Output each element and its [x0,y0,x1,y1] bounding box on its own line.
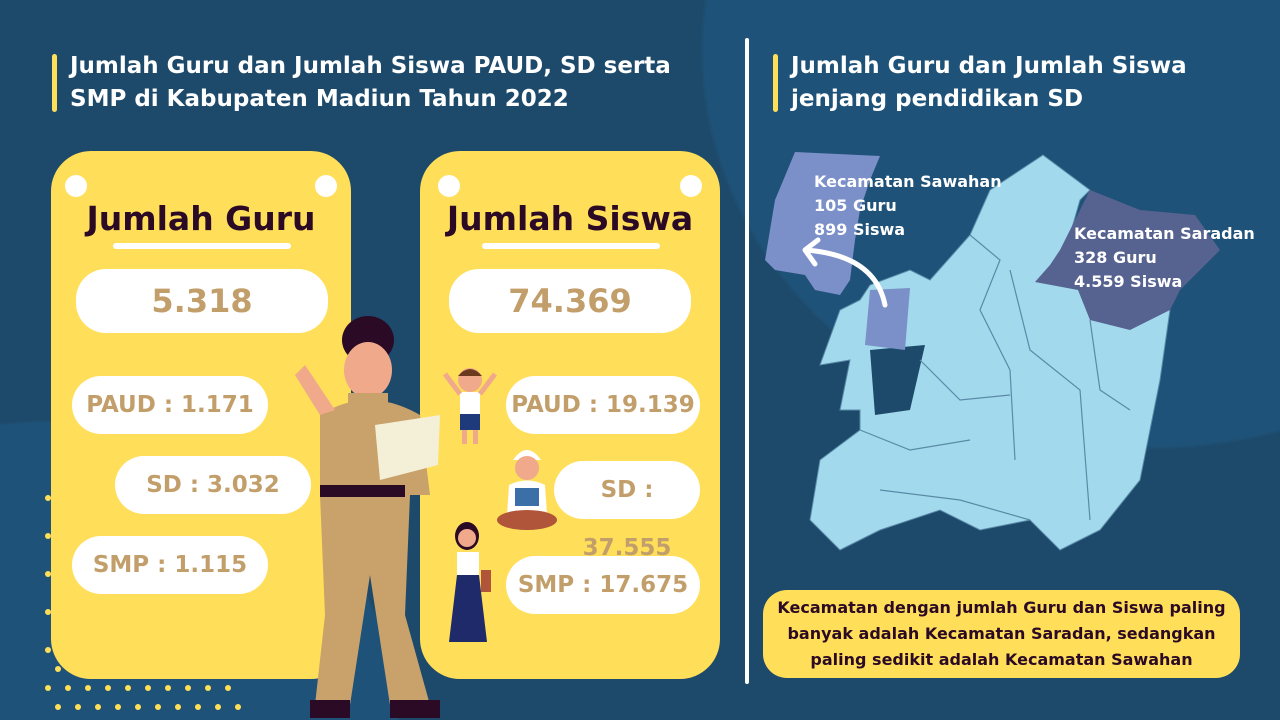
decor-dot [45,571,51,577]
right-heading-line2: jenjang pendidikan SD [791,86,1084,112]
decor-dot [55,704,61,710]
decor-dot [145,685,151,691]
student-girl-illustration [449,522,491,642]
guru-sd: SD : 3.032 [115,456,311,514]
title-underline [113,243,291,249]
decor-dot [55,666,61,672]
decor-dot [45,685,51,691]
district-borders [859,234,1131,521]
student-reading-illustration [497,450,557,530]
guru-title: Jumlah Guru [86,199,316,238]
decor-dot [45,533,51,539]
map-region-sawahan-ref [865,288,910,350]
decor-dot [95,704,101,710]
sawahan-name: Kecamatan Sawahan [814,172,1002,191]
sawahan-siswa: 899 Siswa [814,220,906,239]
right-heading: Jumlah Guru dan Jumlah Siswa jenjang pen… [773,50,1187,116]
saradan-label: Kecamatan Saradan 328 Guru 4.559 Siswa [1074,222,1255,294]
map-region-saradan [1035,190,1220,330]
title-underline [482,243,660,249]
saradan-siswa: 4.559 Siswa [1074,272,1183,291]
conclusion-note: Kecamatan dengan jumlah Guru dan Siswa p… [763,590,1240,678]
sawahan-label: Kecamatan Sawahan 105 Guru 899 Siswa [814,170,1002,242]
right-heading-line1: Jumlah Guru dan Jumlah Siswa [791,53,1187,79]
note-line3: paling sedikit adalah Kecamatan Sawahan [810,650,1193,669]
divider [745,38,749,684]
decor-dot [45,647,51,653]
guru-total: 5.318 [76,269,328,333]
arrow-icon [802,237,888,308]
decor-dot [45,495,51,501]
guru-smp: SMP : 1.115 [72,536,268,594]
siswa-title: Jumlah Siswa [446,199,694,238]
decor-dot [175,704,181,710]
note-line1: Kecamatan dengan jumlah Guru dan Siswa p… [777,598,1226,617]
left-heading-line1: Jumlah Guru dan Jumlah Siswa PAUD, SD se… [70,53,671,79]
siswa-smp: SMP : 17.675 [506,556,700,614]
saradan-name: Kecamatan Saradan [1074,224,1255,243]
guru-card: Jumlah Guru 5.318 PAUD : 1.171 SD : 3.03… [51,151,351,679]
decor-dot [185,685,191,691]
left-heading: Jumlah Guru dan Jumlah Siswa PAUD, SD se… [52,50,671,116]
decor-dot [225,685,231,691]
decor-dot [135,704,141,710]
decor-dot [105,685,111,691]
card-hole [65,175,87,197]
sawahan-guru: 105 Guru [814,196,897,215]
siswa-sd: SD : 37.555 [554,461,700,561]
decor-dot [125,685,131,691]
decor-dot [205,685,211,691]
decor-dot [195,704,201,710]
decor-dot [155,704,161,710]
left-heading-line2: SMP di Kabupaten Madiun Tahun 2022 [70,86,569,112]
note-line2: banyak adalah Kecamatan Saradan, sedangk… [787,624,1216,643]
card-hole [438,175,460,197]
decor-dot [85,685,91,691]
decor-dot [165,685,171,691]
decor-dot [75,704,81,710]
decor-dot [65,685,71,691]
student-boy-illustration [443,368,497,444]
teacher-illustration [295,316,440,718]
decor-dot [115,704,121,710]
card-hole [680,175,702,197]
siswa-total: 74.369 [449,269,691,333]
decor-dot [45,609,51,615]
decor-dot [235,704,241,710]
decor-dot [215,704,221,710]
card-hole [315,175,337,197]
map-region-cut [870,345,925,415]
guru-paud: PAUD : 1.171 [72,376,268,434]
madiun-map [765,152,1220,551]
saradan-guru: 328 Guru [1074,248,1157,267]
siswa-paud: PAUD : 19.139 [506,376,700,434]
